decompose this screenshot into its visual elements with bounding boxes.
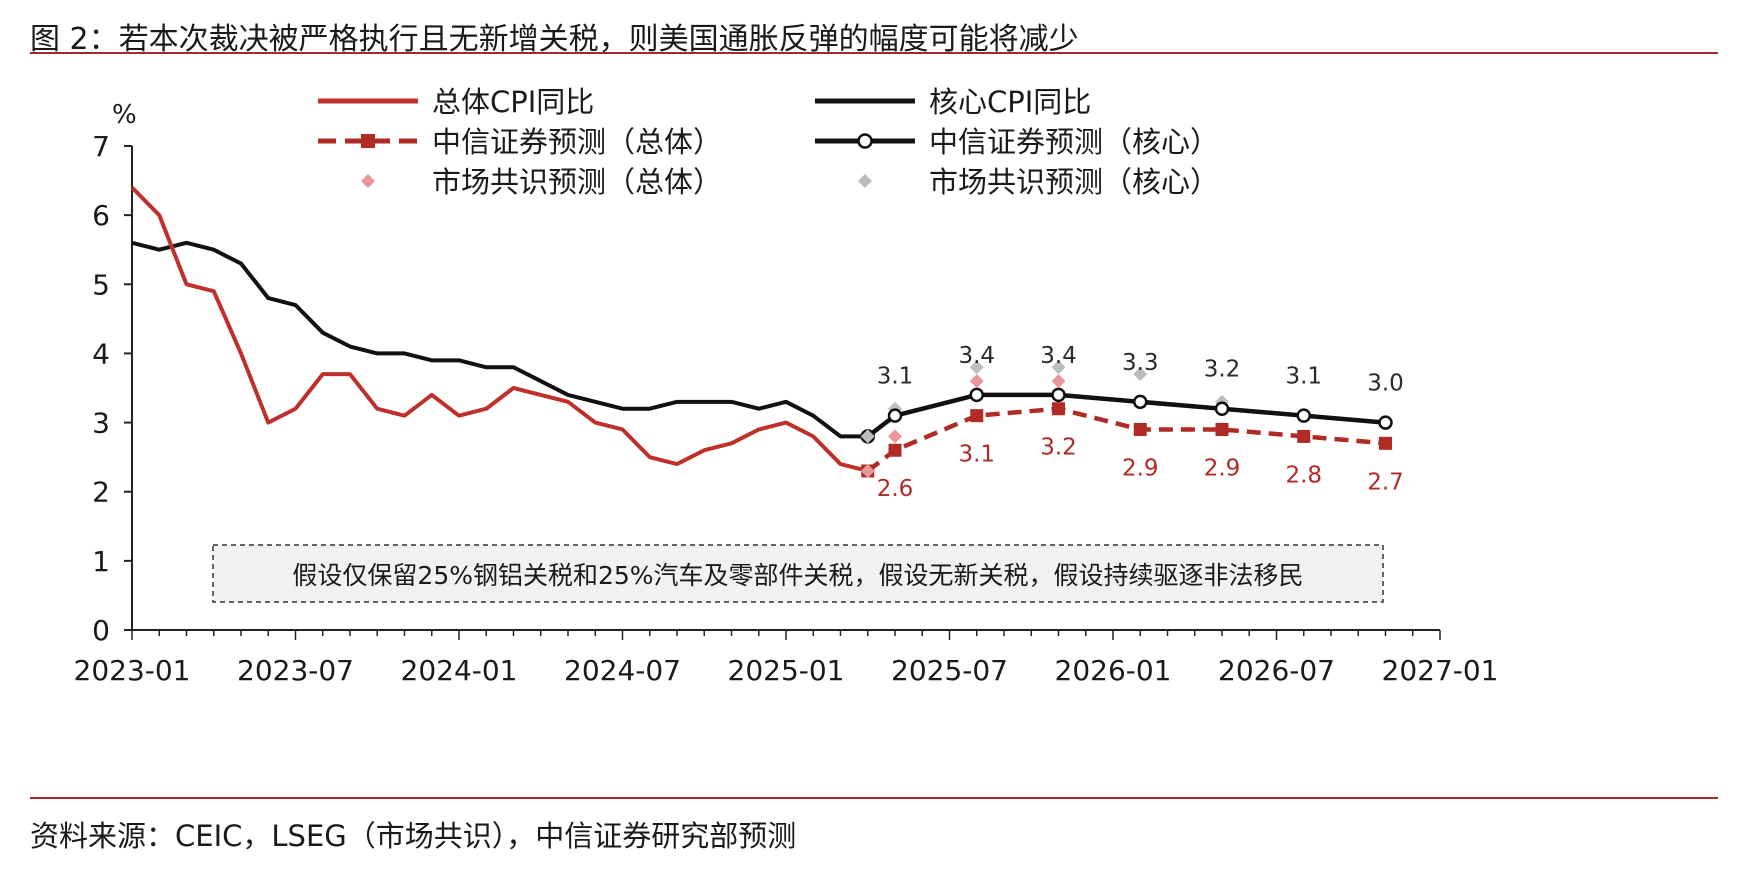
core-cpi-line [131, 240, 868, 439]
consensus-core-marker [1133, 367, 1148, 382]
citic-core-data-label: 3.4 [958, 343, 995, 369]
citic-headline-marker [1379, 436, 1392, 450]
annotation-layer: 假设仅保留25%钢铝关税和25%汽车及零部件关税，假设无新关税，假设持续驱逐非法… [212, 544, 1384, 603]
citic-core-marker [1378, 415, 1393, 430]
y-tick-label: 1 [92, 545, 110, 578]
citic-core-data-label: 3.2 [1204, 357, 1241, 383]
citic-headline-data-label: 2.6 [877, 476, 914, 502]
citic-headline-data-label: 3.2 [1040, 435, 1077, 461]
x-tick-label: 2024-01 [401, 654, 518, 687]
y-tick-label: 7 [92, 130, 110, 163]
legend-label: 中信证券预测（总体） [432, 125, 722, 159]
legend-swatch-diamond [361, 174, 375, 188]
consensus-headline-marker [888, 429, 902, 444]
x-tick-label: 2025-07 [891, 654, 1008, 687]
citic-headline-data-label: 2.8 [1285, 462, 1322, 488]
citic-core-marker [1133, 394, 1148, 410]
legend-swatch-circle [857, 133, 873, 149]
legend-label: 总体CPI同比 [432, 85, 594, 119]
x-tick-label: 2026-07 [1218, 654, 1335, 687]
citic-headline-marker [970, 409, 984, 423]
figure-title: 图 2：若本次裁决被严格执行且无新增关税，则美国通胀反弹的幅度可能将减少 [30, 22, 1079, 57]
headline-cpi-line [130, 186, 869, 473]
citic-headline-marker [1052, 402, 1065, 416]
citic-headline-forecast-line [866, 406, 1386, 473]
citic-headline-marker [1133, 422, 1147, 436]
citic-core-marker [1296, 408, 1311, 423]
citic-core-data-label: 3.1 [877, 364, 914, 390]
y-tick-label: 4 [92, 337, 110, 370]
assumption-box [212, 544, 1384, 603]
citic-core-marker [969, 387, 984, 403]
citic-headline-marker [888, 443, 902, 457]
x-tick-label: 2027-01 [1382, 654, 1499, 687]
series-lines [130, 186, 1386, 473]
citic-core-marker [1214, 401, 1230, 416]
series-markers [860, 360, 1393, 478]
citic-core-data-label: 3.4 [1040, 343, 1077, 369]
source-rule [30, 797, 1718, 799]
legend-label: 市场共识预测（总体） [432, 165, 722, 199]
citic-core-marker [1051, 387, 1066, 403]
legend-label: 中信证券预测（核心） [929, 125, 1219, 159]
y-tick-label: 0 [92, 614, 110, 647]
y-axis-label: % [112, 100, 137, 130]
citic-headline-data-label: 2.7 [1367, 469, 1404, 495]
citic-core-data-label: 3.1 [1285, 364, 1322, 390]
consensus-core-marker [860, 429, 875, 444]
x-tick-label: 2025-01 [728, 654, 845, 687]
x-tick-label: 2023-01 [74, 654, 191, 687]
citic-core-data-label: 3.0 [1367, 371, 1404, 397]
citic-core-marker [887, 408, 903, 423]
x-tick-label: 2026-01 [1055, 654, 1172, 687]
x-tick-label: 2024-07 [564, 654, 681, 687]
citic-core-forecast-line [866, 392, 1386, 439]
consensus-core-marker [1051, 360, 1066, 375]
axes: 0 1 2 3 4 5 6 7% 2023-01 2023-07 2024-01 2024-07 202… [74, 100, 1499, 687]
legend-swatch-diamond [858, 174, 872, 188]
consensus-headline-marker [969, 374, 984, 389]
y-tick-label: 3 [92, 407, 110, 440]
legend-label: 核心CPI同比 [929, 85, 1091, 119]
title-rule [30, 52, 1718, 54]
consensus-headline-marker [860, 463, 875, 478]
y-tick-label: 6 [92, 199, 110, 232]
citic-core-data-label: 3.3 [1122, 350, 1159, 376]
legend-swatch-square [361, 134, 375, 148]
assumption-text: 假设仅保留25%钢铝关税和25%汽车及零部件关税，假设无新关税，假设持续驱逐非法… [292, 561, 1303, 590]
y-tick-label: 5 [92, 268, 110, 301]
consensus-core-marker [969, 360, 984, 375]
citic-headline-data-label: 3.1 [958, 442, 995, 468]
consensus-headline-marker [1051, 374, 1066, 389]
citic-headline-marker [1297, 429, 1311, 443]
x-tick-label: 2023-07 [237, 654, 354, 687]
citic-headline-data-label: 2.9 [1204, 455, 1241, 481]
y-tick-label: 2 [92, 476, 110, 509]
citic-headline-data-label: 2.9 [1122, 455, 1159, 481]
citic-headline-marker [1215, 422, 1229, 436]
data-labels: 3.1 3.4 3.4 3.3 3.2 3.1 3.0 2.6 3.1 3.2 2.9 2.9 2.8 2… [877, 343, 1404, 502]
legend-label: 市场共识预测（核心） [929, 165, 1219, 199]
source-note: 资料来源：CEIC，LSEG（市场共识），中信证券研究部预测 [30, 819, 797, 853]
